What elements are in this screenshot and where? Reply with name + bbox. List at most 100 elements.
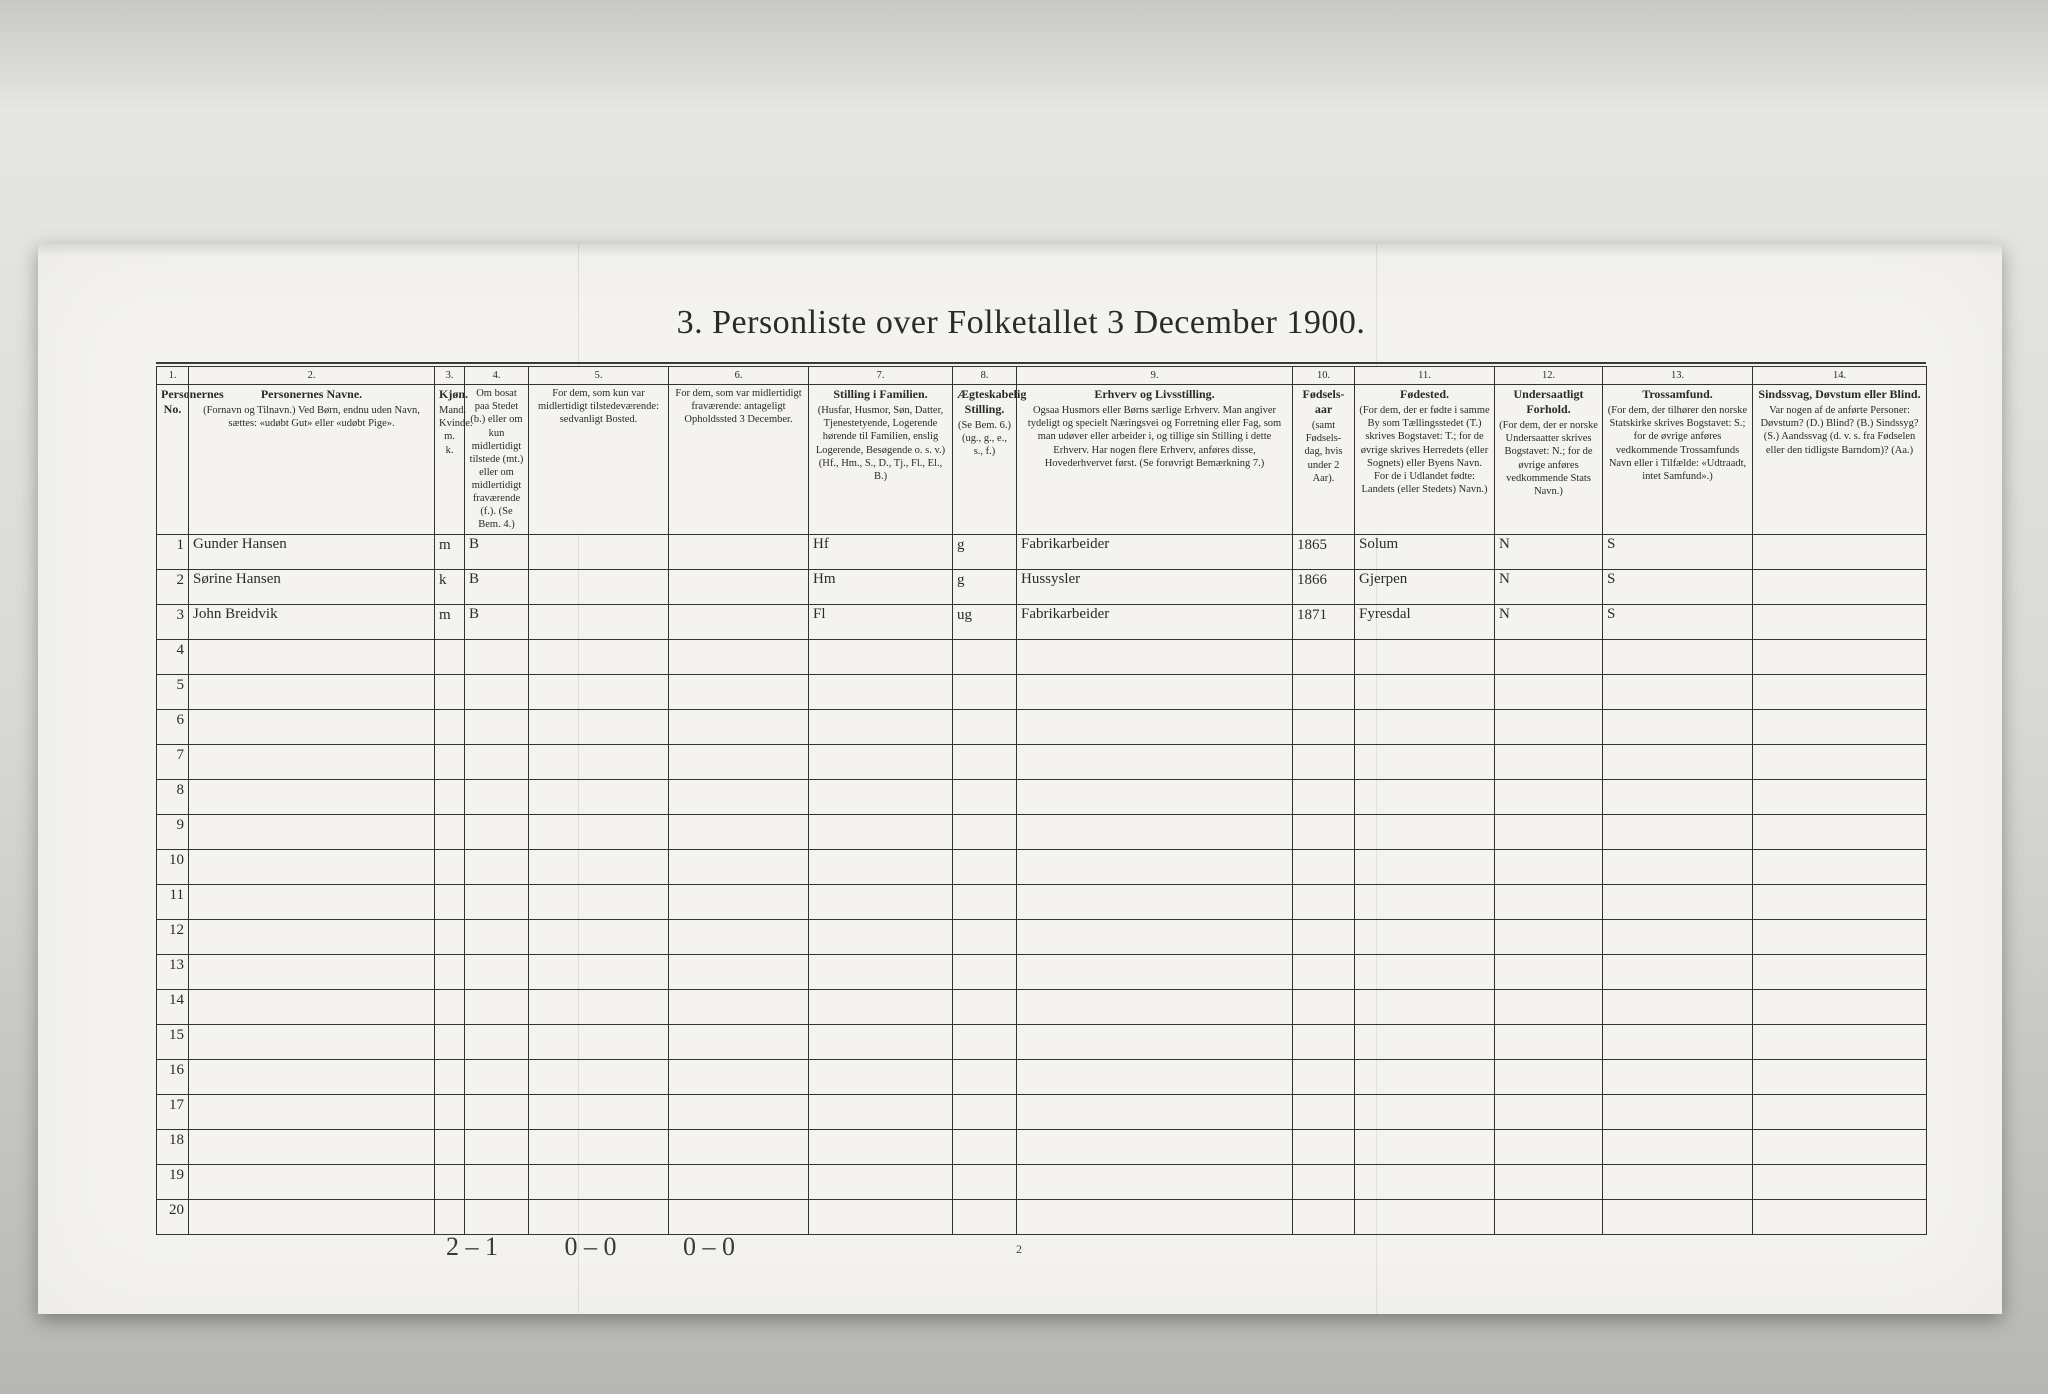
table-head: 1. 2. 3. 4. 5. 6. 7. 8. 9. 10. 11. 12. 1… [157,367,1927,535]
table-row-empty: 19 [157,1164,1927,1199]
cell-rowno: 11 [157,884,189,919]
cell-empty [529,639,669,674]
cell-empty [465,709,529,744]
col-heading: Personernes Navne.(Fornavn og Tilnavn.) … [189,385,435,534]
cell-empty [1017,849,1293,884]
cell-c6 [669,534,809,569]
cell-empty [809,1164,953,1199]
cell-empty [809,1094,953,1129]
cell-empty [529,814,669,849]
col-heading: Personernes No. [157,385,189,534]
cell-empty [1495,779,1603,814]
cell-empty [435,1199,465,1234]
col-heading-sub: (For dem, der er norske Undersaatter skr… [1499,420,1598,497]
table-row-empty: 16 [157,1059,1927,1094]
cell-birthyear: 1871 [1293,604,1355,639]
table-body: 1Gunder HansenmBHfgFabrikarbeider1865Sol… [157,534,1927,1234]
cell-empty [529,709,669,744]
colno: 5. [529,367,669,385]
cell-empty [809,709,953,744]
cell-empty [669,674,809,709]
cell-empty [953,639,1017,674]
cell-empty [1293,1129,1355,1164]
table-row-empty: 6 [157,709,1927,744]
cell-empty [529,919,669,954]
cell-empty [1293,674,1355,709]
table-row-empty: 12 [157,919,1927,954]
cell-empty [1603,744,1753,779]
cell-empty [809,814,953,849]
table-row-empty: 20 [157,1199,1927,1234]
table-row-empty: 15 [157,1024,1927,1059]
cell-rowno: 6 [157,709,189,744]
cell-empty [1293,779,1355,814]
document-paper: 3. Personliste over Folketallet 3 Decemb… [38,244,2002,1314]
cell-empty [189,1129,435,1164]
page-number: 2 [1016,1242,1022,1257]
cell-empty [809,674,953,709]
cell-empty [1355,1094,1495,1129]
cell-empty [669,709,809,744]
cell-rowno: 18 [157,1129,189,1164]
cell-disability [1753,534,1927,569]
cell-empty [465,639,529,674]
cell-empty [1603,1059,1753,1094]
cell-empty [953,849,1017,884]
cell-empty [809,744,953,779]
cell-empty [1495,1094,1603,1129]
cell-empty [1293,849,1355,884]
cell-empty [189,1059,435,1094]
cell-empty [953,1199,1017,1234]
cell-family-pos: Hm [809,569,953,604]
cell-empty [465,884,529,919]
title-rule [156,362,1926,364]
cell-rowno: 13 [157,954,189,989]
cell-rowno: 12 [157,919,189,954]
cell-nationality: N [1495,604,1603,639]
cell-birthyear: 1865 [1293,534,1355,569]
cell-empty [1603,954,1753,989]
cell-empty [1017,779,1293,814]
col-heading-label: Personernes No. [161,387,184,417]
col-heading-label: Ægteskabelig Stilling. [957,387,1012,417]
table-row-empty: 11 [157,884,1927,919]
cell-empty [1355,884,1495,919]
cell-empty [669,744,809,779]
table-row-empty: 18 [157,1129,1927,1164]
col-heading-label: Undersaatligt Forhold. [1499,387,1598,417]
cell-empty [669,1024,809,1059]
cell-empty [809,1024,953,1059]
cell-empty [1355,1199,1495,1234]
cell-empty [1495,1129,1603,1164]
cell-marital: g [953,534,1017,569]
col-heading-sub: For dem, som var midlertidigt fraværende… [675,388,801,425]
cell-empty [435,1129,465,1164]
cell-empty [1495,1199,1603,1234]
cell-empty [1753,814,1927,849]
footer-counts: 2 – 1 0 – 0 0 – 0 [446,1232,795,1262]
cell-empty [1293,1094,1355,1129]
colno: 1. [157,367,189,385]
col-heading-sub: (For dem, der tilhører den norske Statsk… [1608,405,1747,482]
col-heading: Trossamfund.(For dem, der tilhører den n… [1603,385,1753,534]
cell-empty [1293,884,1355,919]
cell-empty [809,1059,953,1094]
cell-empty [435,1164,465,1199]
cell-empty [1495,1164,1603,1199]
cell-empty [1753,919,1927,954]
cell-empty [435,814,465,849]
cell-empty [1495,884,1603,919]
cell-empty [1017,744,1293,779]
colno: 6. [669,367,809,385]
cell-empty [1355,1164,1495,1199]
cell-empty [1495,1024,1603,1059]
colno: 9. [1017,367,1293,385]
cell-empty [1355,849,1495,884]
cell-empty [189,744,435,779]
cell-empty [465,814,529,849]
colno: 13. [1603,367,1753,385]
cell-empty [465,744,529,779]
cell-empty [435,1094,465,1129]
cell-empty [1603,1094,1753,1129]
cell-empty [435,954,465,989]
